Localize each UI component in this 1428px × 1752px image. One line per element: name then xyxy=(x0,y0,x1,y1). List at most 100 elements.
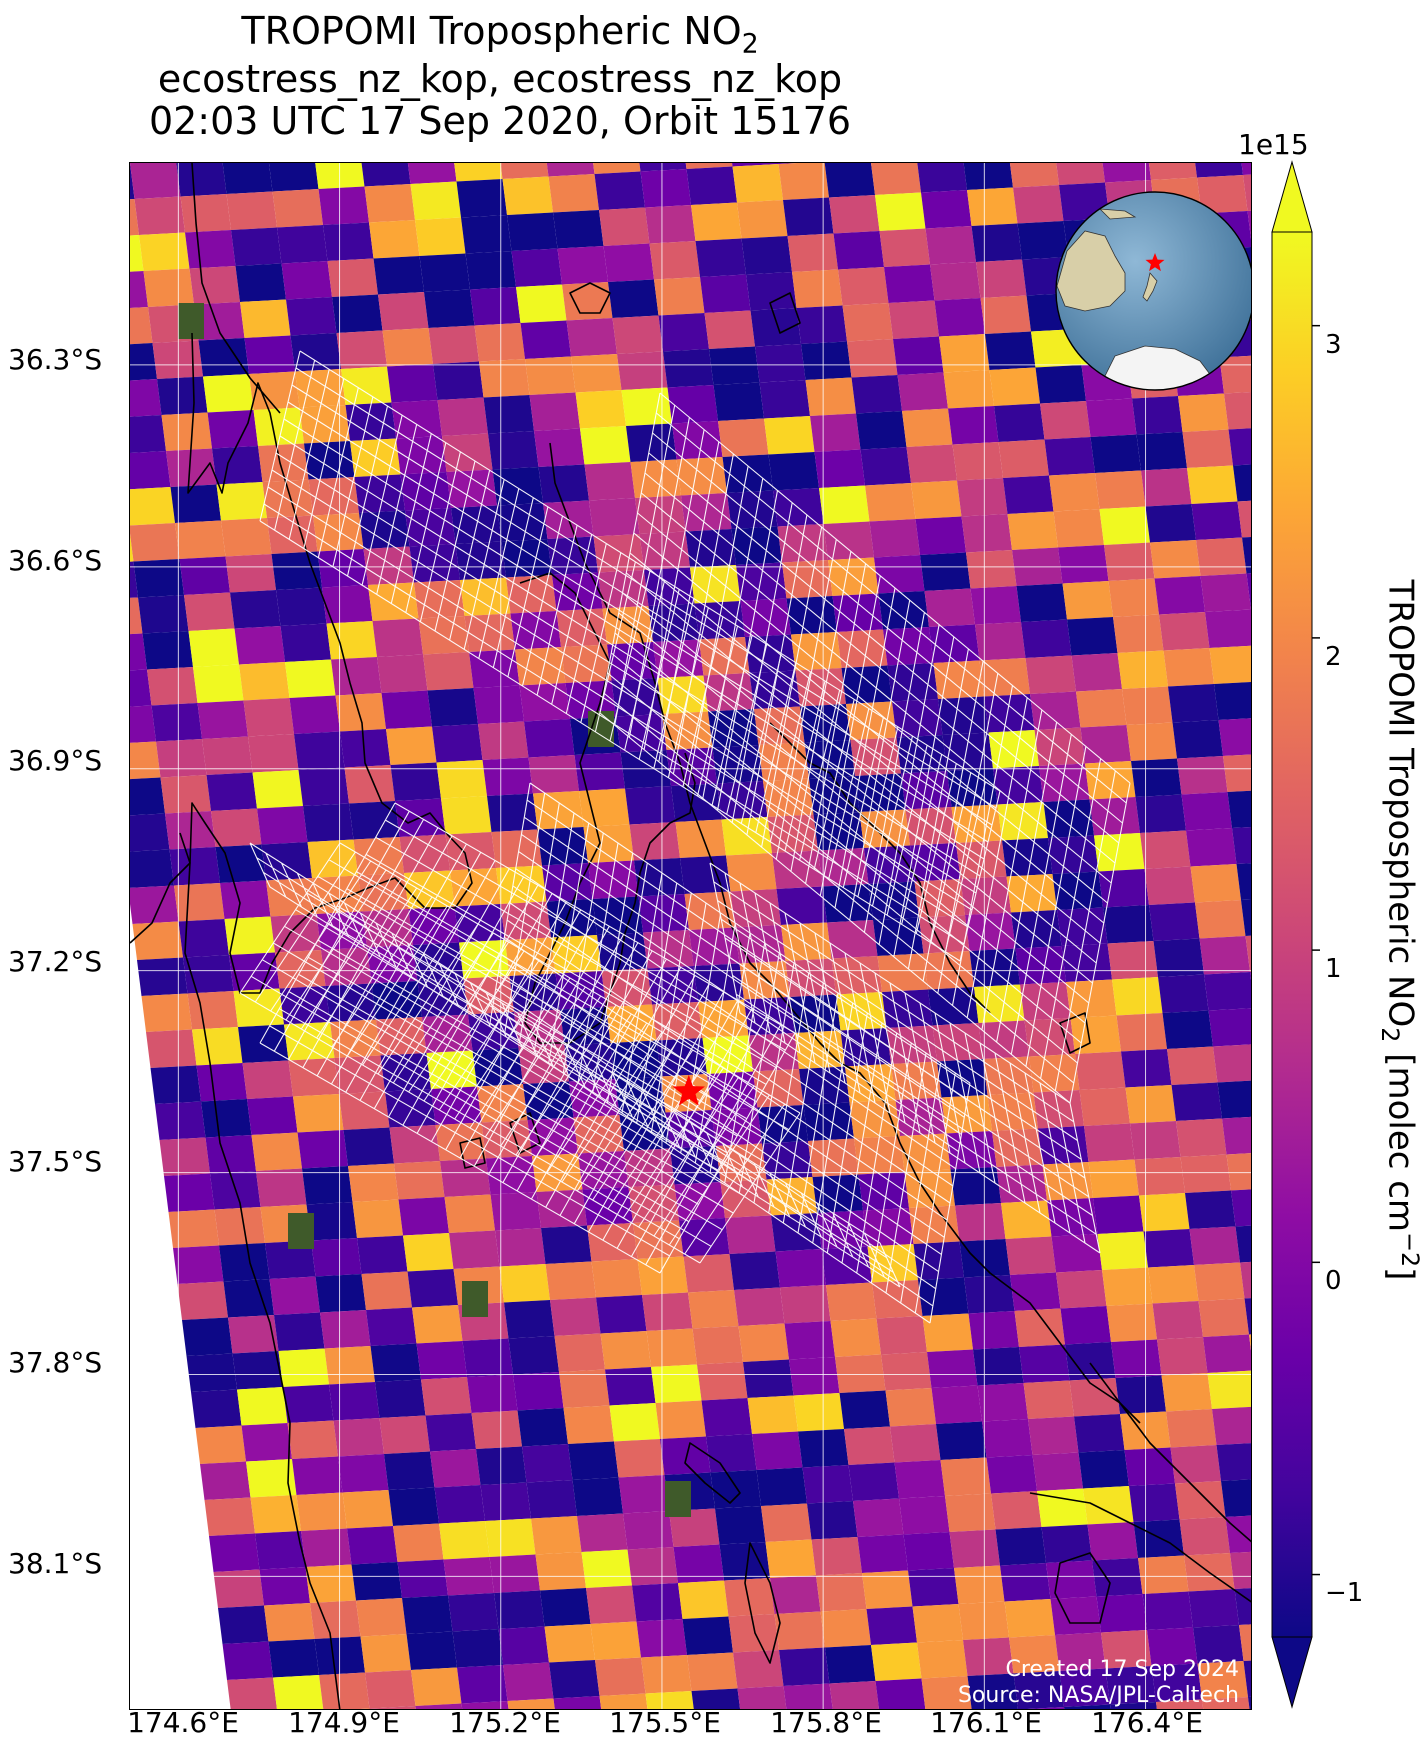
no2-pixel xyxy=(985,331,1036,370)
no2-pixel xyxy=(718,418,769,457)
no2-pixel xyxy=(478,721,529,760)
no2-pixel xyxy=(778,163,797,164)
no2-pixel xyxy=(875,1678,926,1709)
no2-pixel xyxy=(1112,977,1163,1016)
no2-pixel xyxy=(488,431,539,470)
no2-pixel xyxy=(1194,1262,1245,1301)
no2-pixel xyxy=(431,1086,482,1125)
no2-pixel xyxy=(1225,1515,1251,1553)
no2-pixel xyxy=(681,493,732,532)
no2-pixel xyxy=(204,1497,255,1536)
no2-pixel xyxy=(686,166,737,205)
no2-pixel xyxy=(169,847,220,886)
no2-pixel xyxy=(286,297,337,336)
no2-pixel xyxy=(993,766,1044,805)
no2-pixel xyxy=(1014,1308,1065,1347)
no2-pixel xyxy=(807,1501,858,1540)
no2-pixel xyxy=(482,757,533,796)
no2-pixel xyxy=(222,1641,273,1680)
no2-pixel xyxy=(336,330,387,369)
no2-pixel xyxy=(810,413,861,452)
no2-pixel xyxy=(394,1161,445,1200)
no2-pixel xyxy=(823,521,874,560)
no2-pixel xyxy=(1083,1486,1134,1525)
no2-pixel xyxy=(489,1554,540,1593)
no2-pixel xyxy=(243,698,294,737)
no2-pixel xyxy=(1134,1157,1185,1196)
no2-pixel xyxy=(319,1672,370,1709)
no2-pixel xyxy=(574,752,625,791)
no2-pixel xyxy=(130,343,157,381)
no2-pixel xyxy=(454,163,503,182)
no2-pixel xyxy=(249,371,300,410)
no2-pixel xyxy=(253,407,304,446)
no2-pixel xyxy=(150,1065,201,1104)
no2-pixel xyxy=(467,1374,518,1413)
no2-pixel xyxy=(568,1441,619,1480)
no2-pixel xyxy=(1251,607,1252,646)
no2-pixel xyxy=(1035,365,1086,404)
no2-pixel xyxy=(1131,758,1182,797)
no2-pixel xyxy=(520,320,571,359)
no2-pixel xyxy=(917,163,967,193)
no2-pixel xyxy=(472,1048,523,1087)
no2-pixel xyxy=(541,1225,592,1264)
no2-pixel xyxy=(779,1647,830,1686)
page-title: TROPOMI Tropospheric NO2 xyxy=(0,10,1000,66)
colorbar-label: TROPOMI Tropospheric NO2 [molec cm−2] xyxy=(1376,580,1424,1281)
no2-pixel xyxy=(663,349,714,388)
no2-pixel xyxy=(262,479,313,518)
no2-pixel xyxy=(423,652,474,691)
no2-pixel xyxy=(399,834,450,873)
no2-pixel xyxy=(268,1639,319,1678)
no2-pixel xyxy=(130,415,166,453)
no2-pixel xyxy=(1188,1589,1239,1628)
no2-pixel xyxy=(1009,1635,1060,1674)
no2-pixel xyxy=(130,705,156,743)
no2-pixel xyxy=(317,549,368,588)
no2-pixel xyxy=(783,1683,833,1709)
no2-pixel xyxy=(789,1357,840,1396)
no2-pixel xyxy=(332,294,383,333)
no2-pixel xyxy=(1001,1200,1052,1239)
no2-pixel xyxy=(537,827,588,866)
no2-pixel xyxy=(507,212,558,251)
no2-pixel xyxy=(777,524,828,563)
no2-pixel xyxy=(146,1029,197,1068)
no2-pixel xyxy=(1193,1625,1244,1664)
no2-pixel xyxy=(1027,1707,1065,1709)
no2-pixel xyxy=(130,741,161,780)
no2-pixel xyxy=(982,1419,1033,1458)
no2-pixel xyxy=(513,1372,564,1411)
no2-pixel xyxy=(546,163,595,177)
lake xyxy=(1054,1552,1111,1624)
no2-pixel xyxy=(899,1496,950,1535)
no2-pixel xyxy=(207,410,258,449)
no2-pixel xyxy=(315,1274,366,1313)
no2-pixel xyxy=(844,1426,895,1465)
no2-pixel xyxy=(793,1393,844,1432)
no2-pixel xyxy=(242,1060,293,1099)
no2-pixel xyxy=(722,454,773,493)
no2-pixel xyxy=(212,446,263,485)
no2-pixel xyxy=(1103,905,1154,944)
no2-pixel xyxy=(433,361,484,400)
no2-pixel xyxy=(874,555,925,594)
no2-pixel xyxy=(511,248,562,287)
no2-pixel xyxy=(829,195,880,234)
no2-pixel xyxy=(1115,1375,1166,1414)
no2-pixel xyxy=(671,783,722,822)
no2-pixel xyxy=(1228,428,1251,466)
no2-pixel xyxy=(783,197,834,236)
no2-pixel xyxy=(1241,899,1251,936)
no2-pixel xyxy=(1167,1046,1218,1085)
no2-pixel xyxy=(351,1562,402,1601)
no2-pixel xyxy=(461,215,512,254)
no2-pixel xyxy=(285,659,336,698)
no2-pixel xyxy=(934,298,985,337)
no2-pixel xyxy=(391,400,442,439)
no2-pixel xyxy=(801,341,852,380)
no2-pixel xyxy=(1236,863,1251,900)
no2-pixel xyxy=(1013,1671,1064,1709)
lake xyxy=(684,1442,741,1504)
